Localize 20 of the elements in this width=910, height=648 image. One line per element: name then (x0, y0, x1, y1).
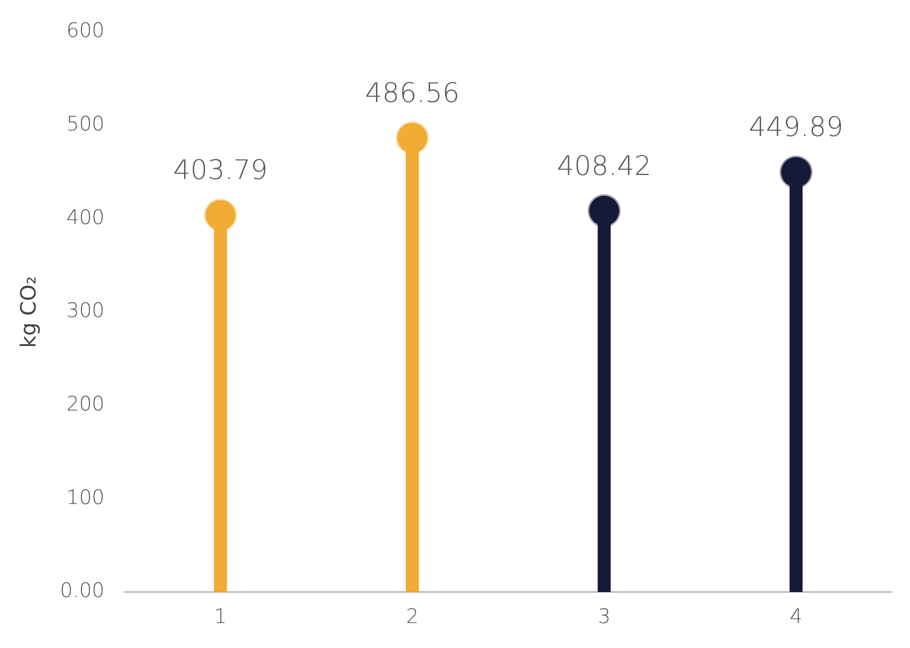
y-tick-label: 300 (66, 298, 105, 322)
y-axis-title: kg CO₂ (16, 276, 40, 348)
data-label: 449.89 (748, 112, 844, 144)
y-tick-label: 100 (66, 484, 105, 509)
x-tick-label: 3 (598, 604, 611, 628)
x-tick-label: 2 (406, 604, 419, 628)
point (588, 194, 621, 228)
data-label: 408.42 (556, 150, 652, 182)
y-tick-label: 0.00 (60, 578, 105, 602)
y-tick-label: 400 (66, 204, 105, 229)
x-tick-label: 1 (214, 604, 227, 628)
data-label: 486.56 (365, 78, 460, 109)
data-label: 403.79 (173, 155, 268, 186)
point (204, 198, 237, 232)
y-tick-label: 200 (66, 392, 105, 416)
y-tick-label: 500 (66, 112, 105, 136)
y-tick-label: 600 (66, 18, 105, 42)
point (780, 156, 813, 189)
point (396, 121, 429, 154)
x-tick-label: 4 (790, 604, 802, 628)
